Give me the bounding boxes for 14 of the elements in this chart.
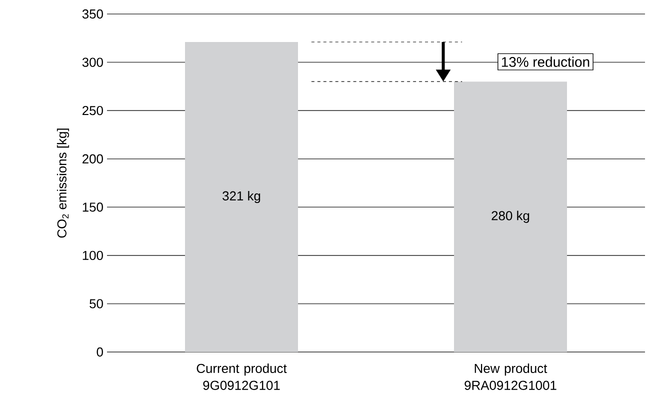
- annotation: 13% reduction: [502, 56, 590, 67]
- y-tick-label: 50: [90, 299, 103, 308]
- y-tick-label: 300: [82, 58, 103, 67]
- y-tick-label: 0: [96, 347, 103, 357]
- y-tick-label: 250: [82, 106, 103, 116]
- y-axis-title: CO$_{2}$ emissions [kg]: [56, 128, 70, 238]
- x-tick-label: Current product 9G0912G101: [196, 364, 287, 390]
- y-tick-label: 150: [82, 202, 103, 212]
- x-tick-label: New product 9RA0912G1001: [464, 364, 556, 390]
- y-tick-label: 100: [82, 250, 103, 260]
- data-label: 321 kg: [222, 190, 260, 204]
- y-tick-label: 200: [82, 154, 103, 164]
- data-label: 280 kg: [492, 210, 530, 223]
- y-tick-label: 350: [82, 9, 103, 19]
